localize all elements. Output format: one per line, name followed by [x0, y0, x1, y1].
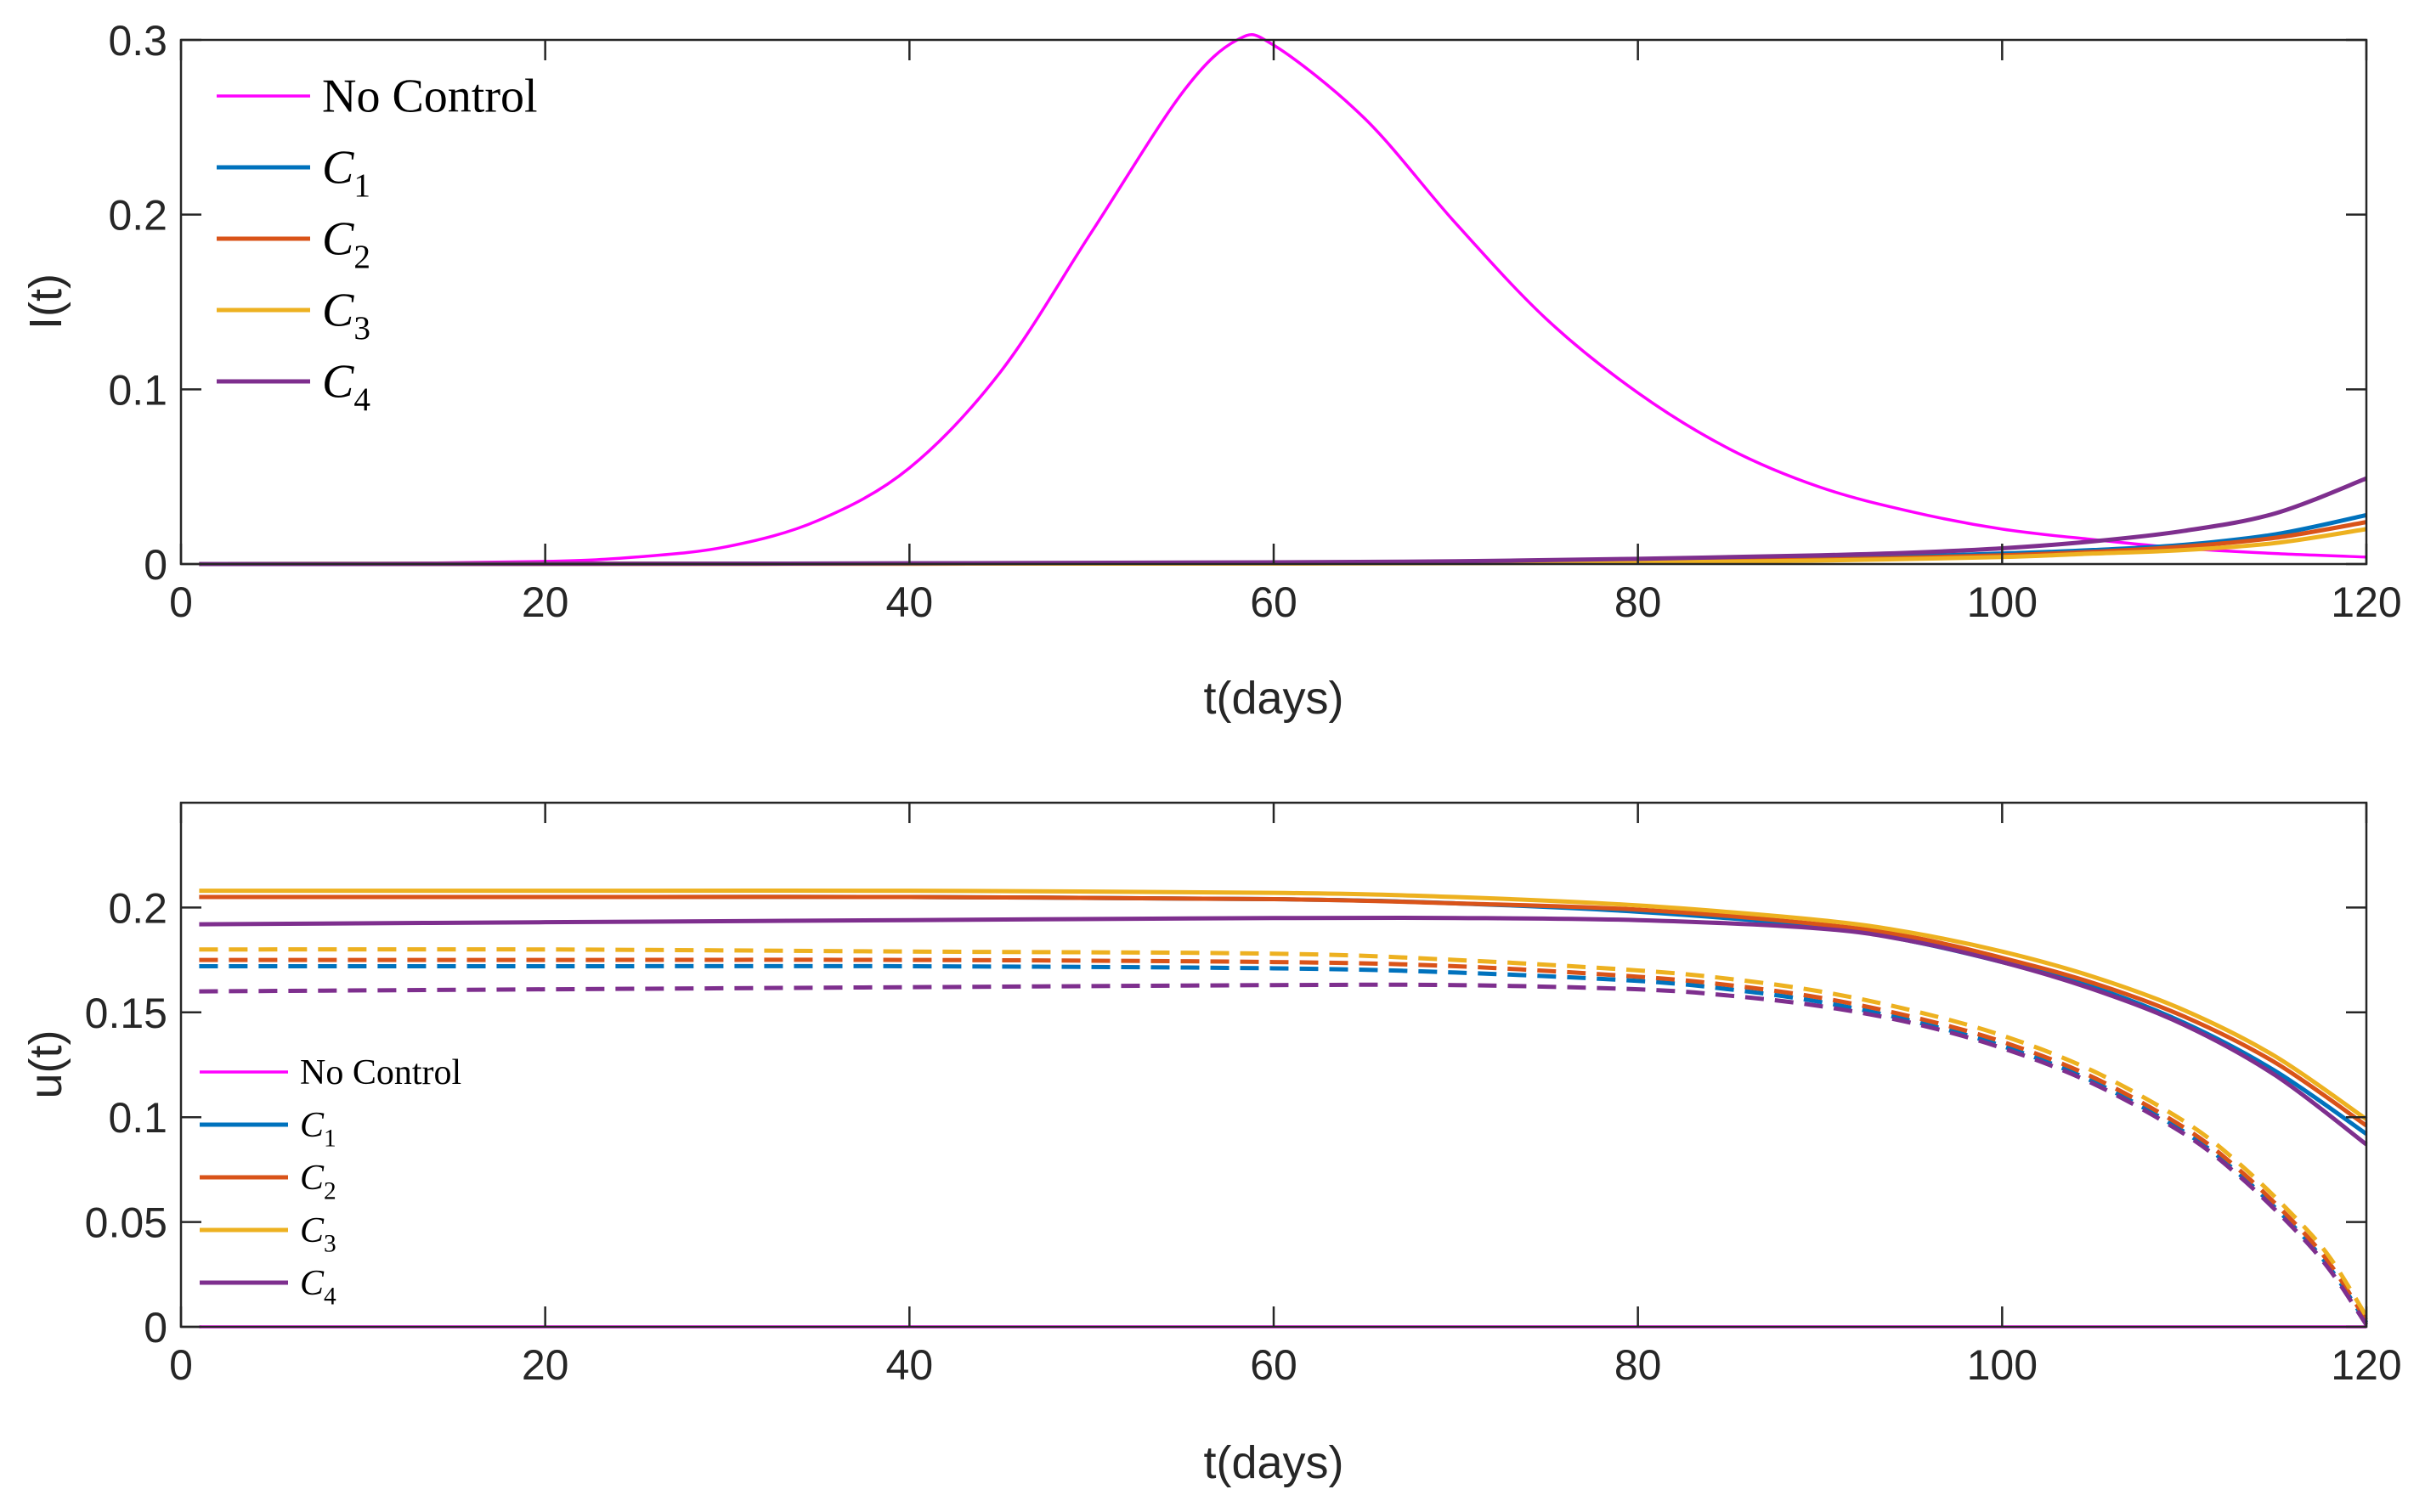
top-legend-label: C3 [322, 284, 370, 347]
bottom-legend-label: C1 [300, 1106, 336, 1153]
bottom-x-tick-label: 60 [1250, 1341, 1297, 1389]
bottom-x-axis-label: t(days) [1203, 1437, 1343, 1488]
top-x-axis-label: t(days) [1203, 673, 1343, 724]
top-chart: 0 20 40 60 80 100 120 0 0.1 0.2 0.3 t(days) I(t) N… [20, 17, 2402, 724]
top-legend: No Control C1 C2 C3 C4 [217, 70, 538, 418]
top-y-tick-label: 0.3 [108, 17, 167, 65]
top-x-tick-label: 20 [522, 578, 569, 626]
bottom-legend: No Control C1 C2 C3 C4 [200, 1053, 461, 1311]
bottom-series-c3-dashed-line [199, 947, 2369, 1317]
bottom-ticks: 0 20 40 60 80 100 120 0 0.05 0.1 0.15 0.2 [85, 803, 2402, 1389]
bottom-legend-label: C3 [300, 1211, 336, 1258]
bottom-y-tick-label: 0.1 [108, 1094, 167, 1142]
top-y-tick-label: 0 [144, 541, 167, 589]
bottom-x-tick-label: 80 [1614, 1341, 1662, 1389]
bottom-series-c2-dashed-line [199, 957, 2369, 1322]
top-legend-label: No Control [322, 70, 538, 122]
bottom-x-tick-label: 120 [2331, 1341, 2401, 1389]
bottom-series-c3-line [199, 888, 2368, 1121]
bottom-legend-label: No Control [300, 1053, 461, 1092]
bottom-y-tick-label: 0.2 [108, 884, 167, 932]
bottom-chart: 0 20 40 60 80 100 120 0 0.05 0.1 0.15 0.2 t(days) u… [20, 801, 2402, 1488]
top-x-tick-label: 40 [886, 578, 934, 626]
bottom-x-tick-label: 40 [886, 1341, 934, 1389]
top-legend-label: C2 [322, 212, 370, 275]
top-x-tick-label: 60 [1250, 578, 1297, 626]
top-x-tick-label: 100 [1967, 578, 2038, 626]
bottom-y-axis-label: u(t) [20, 1030, 71, 1099]
bottom-series-c4-line [199, 915, 2368, 1147]
top-legend-label: C4 [322, 355, 370, 418]
bottom-legend-label: C4 [300, 1264, 336, 1311]
top-x-tick-label: 0 [169, 578, 193, 626]
bottom-series-c2-line [199, 894, 2368, 1128]
top-plot-area [181, 40, 2366, 564]
bottom-plot-area [181, 803, 2366, 1327]
bottom-x-tick-label: 100 [1967, 1341, 2038, 1389]
top-y-tick-label: 0.1 [108, 366, 167, 414]
bottom-x-tick-label: 20 [522, 1341, 569, 1389]
top-ticks: 0 20 40 60 80 100 120 0 0.1 0.2 0.3 [108, 17, 2401, 626]
bottom-y-tick-label: 0 [144, 1304, 167, 1351]
bottom-y-tick-label: 0.05 [85, 1199, 167, 1247]
top-y-tick-label: 0.2 [108, 192, 167, 240]
bottom-legend-label: C2 [300, 1159, 336, 1205]
top-series-no-control-line [199, 33, 2367, 566]
bottom-series-c4-dashed-line [199, 982, 2369, 1326]
top-legend-label: C1 [322, 141, 370, 204]
top-x-tick-label: 80 [1614, 578, 1662, 626]
top-y-axis-label: I(t) [20, 274, 71, 330]
bottom-x-tick-label: 0 [169, 1341, 193, 1389]
top-x-tick-label: 120 [2331, 578, 2401, 626]
bottom-y-tick-label: 0.15 [85, 990, 167, 1037]
